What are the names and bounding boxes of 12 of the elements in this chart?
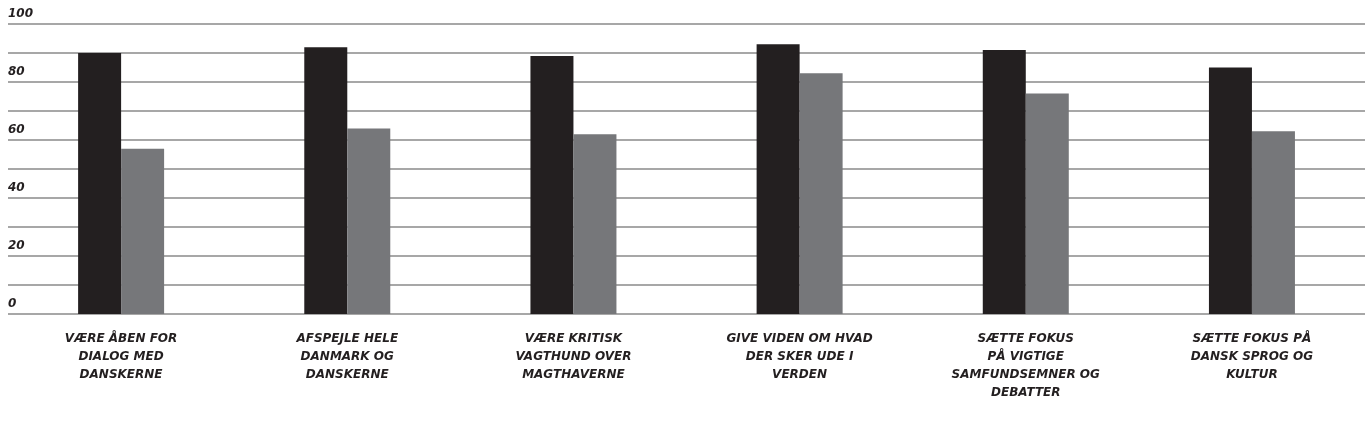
x-tick-label: AFSPEJLE HELE DANMARK OG DANSKERNE bbox=[295, 331, 399, 381]
x-tick-label: VÆRE ÅBEN FOR DIALOG MED DANSKERNE bbox=[64, 330, 178, 381]
y-tick-label: 100 bbox=[8, 6, 34, 20]
x-tick-label: SÆTTE FOKUS PÅ VIGTIGE SAMFUNDSEMNER OG DEBATTER bbox=[951, 331, 1101, 399]
y-tick-label: 20 bbox=[8, 238, 25, 252]
y-tick-label: 40 bbox=[7, 180, 25, 194]
x-tick-label: VÆRE KRITISK VAGTHUND OVER MAGTHAVERNE bbox=[515, 331, 632, 381]
y-tick-label: 80 bbox=[8, 64, 25, 78]
y-tick-label: 60 bbox=[8, 122, 25, 136]
y-tick-label: 0 bbox=[8, 296, 17, 310]
x-tick-label: GIVE VIDEN OM HVAD DER SKER UDE I VERDEN bbox=[726, 331, 873, 381]
x-tick-label: SÆTTE FOKUS PÅ DANSK SPROG OG KULTUR bbox=[1190, 330, 1314, 381]
